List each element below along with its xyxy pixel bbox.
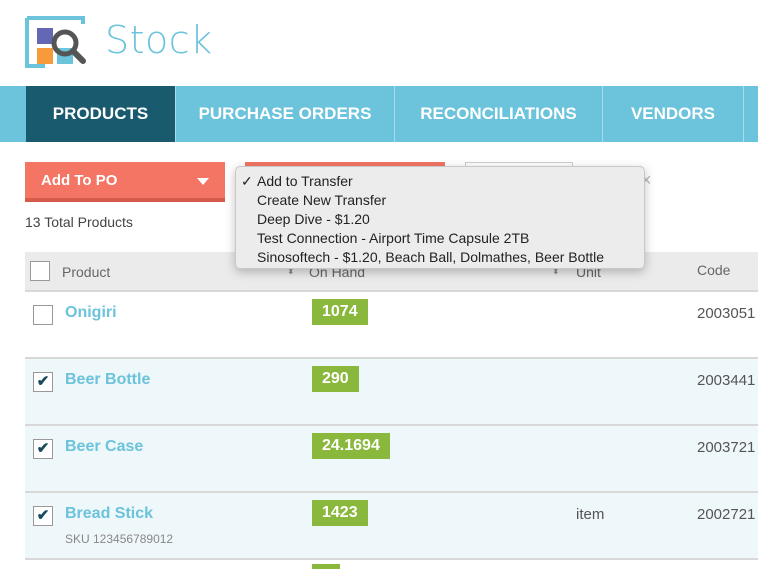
row-checkbox-checked[interactable]: ✔ [33, 372, 53, 392]
add-to-po-button[interactable]: Add To PO [25, 162, 225, 202]
product-unit: item [576, 506, 605, 523]
table-row[interactable]: ✔ Beer Bottle 290 2003441 [25, 359, 758, 426]
product-code: 2003051 [697, 305, 756, 322]
menu-item-deep-dive[interactable]: Deep Dive - $1.20 [257, 211, 370, 227]
row-checkbox[interactable] [33, 305, 53, 325]
product-sku: SKU 123456789012 [65, 532, 174, 546]
on-hand-badge: 1423 [312, 500, 368, 526]
on-hand-badge: 290 [312, 366, 359, 392]
menu-item-sinosoftech[interactable]: Sinosoftech - $1.20, Beach Ball, Dolmath… [257, 249, 605, 265]
total-products: 13 Total Products [25, 214, 133, 230]
product-name-link[interactable]: Bread Stick [65, 505, 154, 522]
product-code: 2003441 [697, 372, 756, 389]
header-code[interactable]: Code [697, 262, 731, 278]
select-all-checkbox[interactable] [30, 261, 50, 281]
close-icon[interactable]: × [641, 170, 652, 190]
tab-purchase-orders[interactable]: PURCHASE ORDERS [176, 86, 395, 142]
logo-icon [25, 16, 86, 68]
brand-name: Stock [105, 18, 213, 62]
sort-icon[interactable]: ⬍ [287, 266, 295, 276]
caret-down-icon [197, 178, 209, 185]
main-nav: PRODUCTS PURCHASE ORDERS RECONCILIATIONS… [0, 86, 758, 142]
tab-reconciliations[interactable]: RECONCILIATIONS [395, 86, 603, 142]
row-checkbox-checked[interactable]: ✔ [33, 506, 53, 526]
on-hand-badge [312, 564, 340, 569]
product-name-link[interactable]: Onigiri [65, 304, 117, 321]
product-name-link[interactable]: Beer Bottle [65, 371, 151, 388]
on-hand-badge: 1074 [312, 299, 368, 325]
menu-item-test-connection[interactable]: Test Connection - Airport Time Capsule 2… [257, 230, 530, 246]
table-row[interactable]: ✔ Beer Case 24.1694 2003721 [25, 426, 758, 493]
menu-item-add-to-transfer[interactable]: ✓ Add to Transfer [236, 172, 644, 191]
tab-products[interactable]: PRODUCTS [26, 86, 176, 142]
row-checkbox-checked[interactable]: ✔ [33, 439, 53, 459]
menu-item-label: Add to Transfer [257, 173, 353, 189]
product-code: 2003721 [697, 439, 756, 456]
transfer-dropdown-menu: ✓ Add to Transfer Create New Transfer Dee… [235, 166, 645, 269]
product-name-link[interactable]: Beer Case [65, 438, 144, 455]
tab-vendors[interactable]: VENDORS [603, 86, 744, 142]
checkmark-icon: ✓ [241, 173, 253, 189]
header-product[interactable]: Product [62, 264, 111, 280]
product-code: 2002721 [697, 506, 756, 523]
table-row[interactable]: ✔ Bread Stick SKU 123456789012 1423 item… [25, 493, 758, 560]
on-hand-badge: 24.1694 [312, 433, 390, 459]
sort-icon[interactable]: ⬍ [552, 266, 560, 276]
add-to-po-label: Add To PO [41, 171, 118, 189]
table-row[interactable]: Onigiri 1074 2003051 [25, 292, 758, 359]
menu-item-create-new-transfer[interactable]: Create New Transfer [257, 192, 387, 208]
